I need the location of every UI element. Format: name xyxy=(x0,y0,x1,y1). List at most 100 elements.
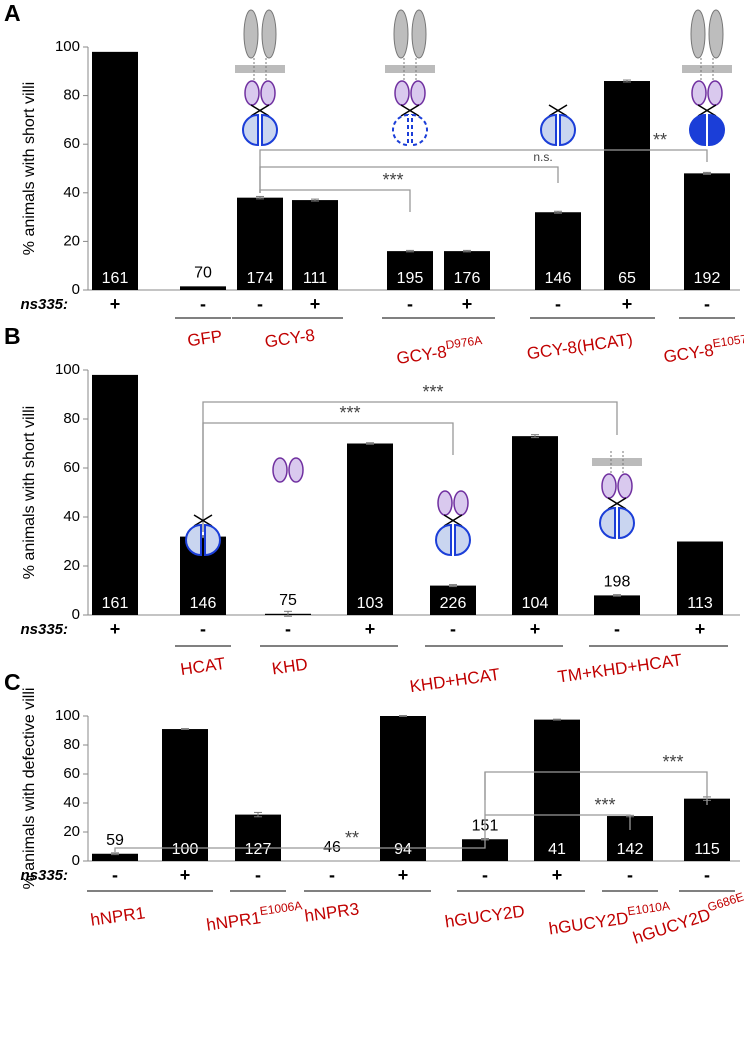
ecd xyxy=(411,9,427,59)
y-tick-label: 40 xyxy=(63,184,80,201)
significance-bracket xyxy=(485,814,631,830)
y-tick-label: 80 xyxy=(63,87,80,104)
kinase-domain xyxy=(601,473,617,499)
sample-size: 115 xyxy=(694,841,720,858)
cyclase-domain xyxy=(242,113,259,147)
y-tick-label: 60 xyxy=(63,135,80,152)
group-label: hNPR3 xyxy=(303,900,360,926)
group-label: GCY-8(HCAT) xyxy=(526,330,634,364)
panel-label: B xyxy=(4,323,21,349)
group-name: hNPR3 xyxy=(303,900,360,926)
sample-size: 142 xyxy=(617,841,644,858)
bar xyxy=(387,251,433,290)
sample-size: 113 xyxy=(687,595,713,612)
sample-size: 111 xyxy=(303,270,327,287)
group-label: HCAT xyxy=(179,654,226,679)
bar xyxy=(347,443,393,615)
category-label: - xyxy=(614,619,620,639)
category-label: - xyxy=(704,865,710,885)
y-tick-label: 40 xyxy=(63,794,80,811)
category-label: - xyxy=(627,865,633,885)
category-label: - xyxy=(257,294,263,314)
bar xyxy=(92,51,138,290)
category-label: + xyxy=(110,294,121,314)
group-name: GCY-8 xyxy=(264,326,317,352)
error-bar xyxy=(553,718,561,721)
kinase-domain xyxy=(288,457,304,483)
sample-size: 195 xyxy=(397,270,424,287)
error-bar xyxy=(284,610,292,617)
y-tick-label: 80 xyxy=(63,410,80,427)
kinase-domain xyxy=(272,457,288,483)
group-label: KHD xyxy=(271,655,309,679)
category-label: - xyxy=(482,865,488,885)
group-superscript: D976A xyxy=(445,333,483,352)
sample-size: 198 xyxy=(604,574,631,591)
bar xyxy=(512,436,558,615)
y-tick-label: 100 xyxy=(55,707,80,724)
cyclase-domain xyxy=(540,113,557,147)
cyclase-domain xyxy=(261,113,278,147)
error-bar xyxy=(613,594,621,597)
group-name: GCY-8 xyxy=(395,343,448,369)
category-label: - xyxy=(450,619,456,639)
protein-icon xyxy=(272,457,304,483)
membrane xyxy=(592,458,642,466)
kinase-domain xyxy=(244,80,260,106)
category-label: - xyxy=(555,294,561,314)
category-label: - xyxy=(200,619,206,639)
sample-size: 103 xyxy=(357,595,384,612)
bar xyxy=(430,585,476,615)
group-label: GCY-8E1057A xyxy=(662,331,744,367)
error-bar xyxy=(254,811,262,818)
sample-size: 174 xyxy=(247,270,274,287)
category-label: - xyxy=(255,865,261,885)
category-label: + xyxy=(462,294,473,314)
significance-bracket xyxy=(259,149,708,193)
kinase-domain xyxy=(437,490,453,516)
bar xyxy=(535,212,581,290)
group-name: GFP xyxy=(186,327,223,351)
linker xyxy=(193,514,213,527)
panel-label: A xyxy=(4,0,21,26)
group-name: KHD+HCAT xyxy=(409,665,502,696)
error-bar xyxy=(463,249,471,253)
kinase-domain xyxy=(410,80,426,106)
group-name: hGUCY2D xyxy=(548,909,630,939)
linker xyxy=(548,104,568,117)
sample-size: 161 xyxy=(102,270,129,287)
y-axis-label: % animals with short villi xyxy=(21,406,38,579)
category-axis-label: ns335: xyxy=(20,296,68,313)
error-bar xyxy=(111,852,119,856)
bar xyxy=(444,251,490,290)
bar xyxy=(235,814,281,861)
significance-label: *** xyxy=(662,752,683,772)
group-name: TM+KHD+HCAT xyxy=(556,651,683,687)
category-label: + xyxy=(365,619,376,639)
category-axis-label: ns335: xyxy=(20,867,68,884)
cyclase-domain xyxy=(454,523,471,557)
category-label: + xyxy=(622,294,633,314)
error-bar xyxy=(181,728,189,730)
category-label: - xyxy=(329,865,335,885)
category-label: + xyxy=(180,865,191,885)
significance-label: n.s. xyxy=(533,150,552,164)
bar xyxy=(677,541,723,615)
bar xyxy=(162,729,208,861)
error-bar xyxy=(623,79,631,83)
error-bar xyxy=(406,249,414,253)
y-tick-label: 0 xyxy=(72,852,80,869)
significance-label: ** xyxy=(653,130,667,150)
panel-label: C xyxy=(4,669,21,695)
significance-label: ** xyxy=(345,828,359,848)
significance-bracket xyxy=(202,401,618,532)
category-label: - xyxy=(407,294,413,314)
bar xyxy=(534,719,580,861)
membrane xyxy=(682,65,732,73)
membrane xyxy=(235,65,285,73)
category-label: + xyxy=(110,619,121,639)
sample-size: 226 xyxy=(440,595,467,612)
protein-icon xyxy=(385,9,435,147)
category-label: - xyxy=(112,865,118,885)
group-label: hGUCY2DG686E xyxy=(629,890,744,949)
